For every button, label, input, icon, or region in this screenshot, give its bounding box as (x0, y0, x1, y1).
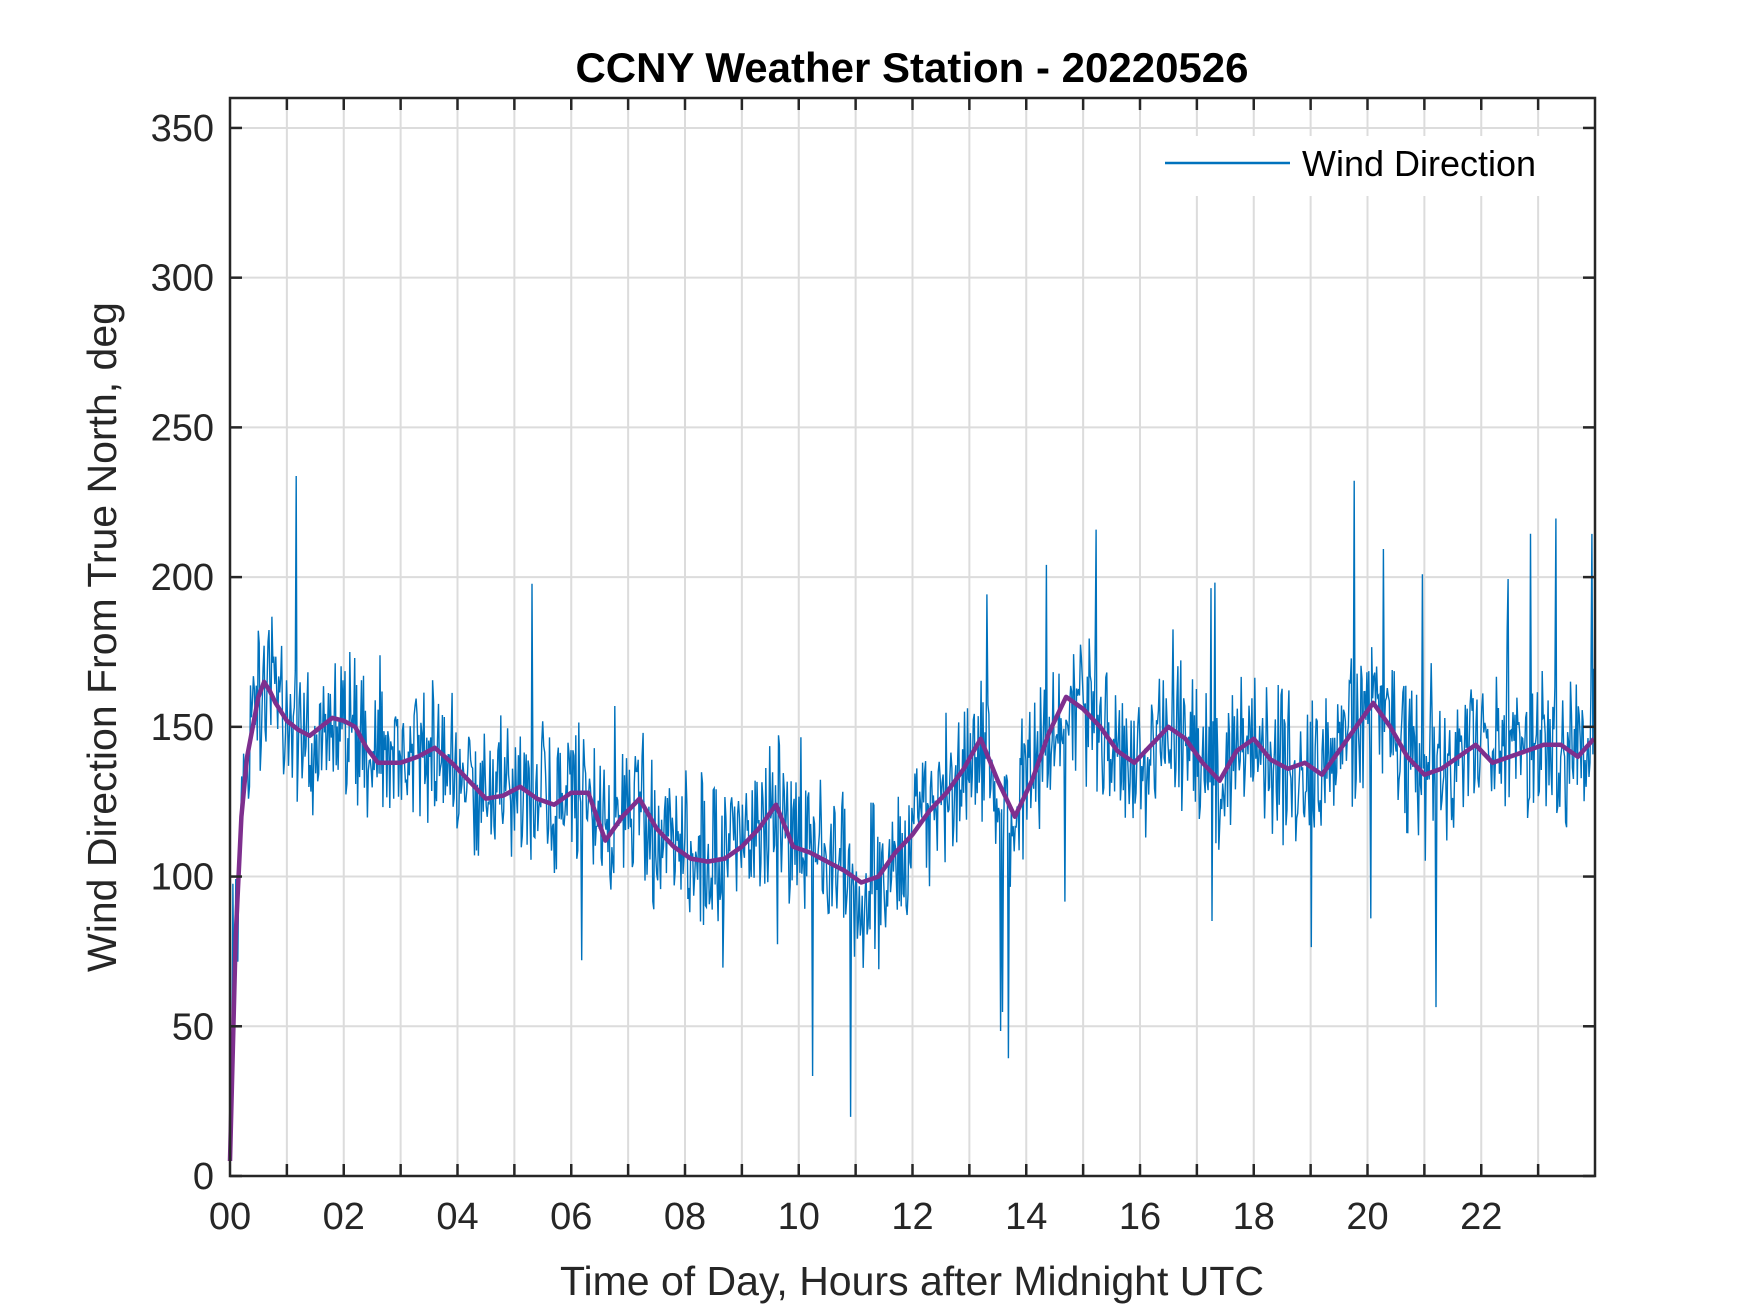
y-axis-label: Wind Direction From True North, deg (79, 302, 125, 972)
grid (230, 98, 1595, 1176)
y-tick-label: 50 (172, 1006, 214, 1048)
legend-box (1148, 136, 1568, 196)
y-tick-label: 250 (151, 407, 214, 449)
y-tick-label: 300 (151, 258, 214, 300)
y-tick-labels: 0 50 100 150 200 250 300 350 (151, 108, 214, 1198)
x-tick-label: 16 (1119, 1196, 1161, 1238)
y-tick-label: 150 (151, 707, 214, 749)
ticks (230, 98, 1595, 1178)
x-tick-label: 04 (436, 1196, 478, 1238)
series-wind-direction (229, 475, 1595, 1162)
x-axis-label: Time of Day, Hours after Midnight UTC (560, 1258, 1264, 1304)
legend-entry-wind-direction: Wind Direction (1302, 143, 1536, 184)
x-tick-label: 18 (1233, 1196, 1275, 1238)
series-group (227, 475, 1596, 1162)
x-tick-label: 20 (1346, 1196, 1388, 1238)
x-tick-label: 12 (891, 1196, 933, 1238)
x-tick-label: 08 (664, 1196, 706, 1238)
x-tick-label: 10 (778, 1196, 820, 1238)
y-tick-label: 100 (151, 857, 214, 899)
x-tick-label: 22 (1460, 1196, 1502, 1238)
chart-title: CCNY Weather Station - 20220526 (575, 44, 1248, 91)
legend: Wind Direction (1148, 136, 1568, 196)
y-tick-label: 0 (193, 1156, 214, 1198)
x-tick-label: 06 (550, 1196, 592, 1238)
y-tick-label: 200 (151, 557, 214, 599)
series-running-mean (227, 679, 1596, 1162)
y-tick-label: 350 (151, 108, 214, 150)
x-tick-label: 00 (209, 1196, 251, 1238)
x-tick-label: 02 (323, 1196, 365, 1238)
x-tick-label: 14 (1005, 1196, 1047, 1238)
x-tick-labels: 00 02 04 06 08 10 12 14 16 18 20 22 (209, 1196, 1503, 1238)
